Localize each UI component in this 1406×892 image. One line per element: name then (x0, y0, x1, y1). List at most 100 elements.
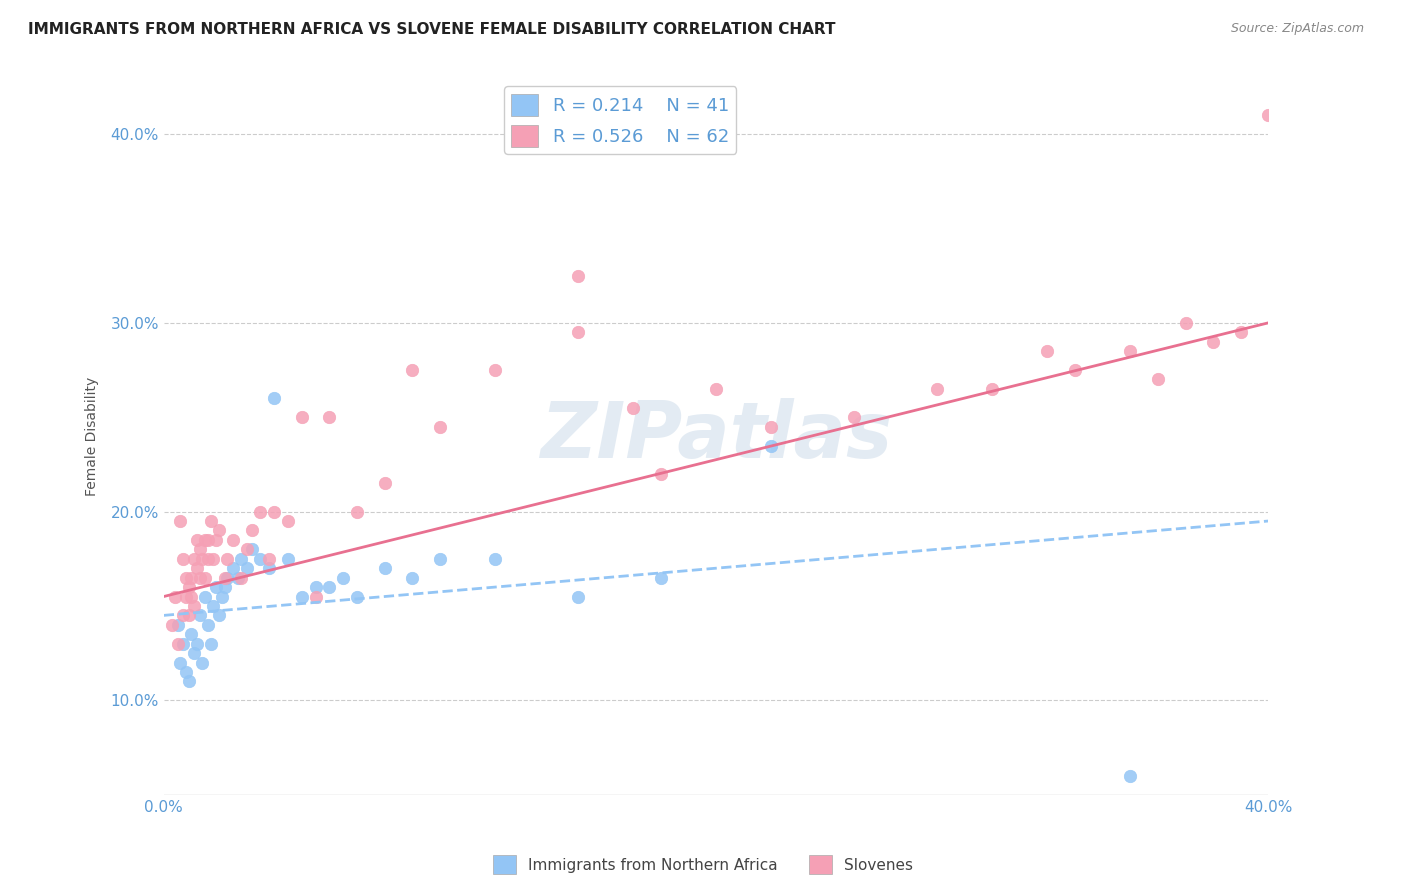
Point (183, 599, 205, 613)
Point (305, 580, 328, 594)
Point (567, 325, 589, 339)
Point (1119, 344, 1142, 359)
Point (217, 571, 239, 585)
Point (169, 514, 191, 528)
Point (202, 551, 225, 566)
Point (174, 590, 197, 604)
Point (197, 533, 219, 547)
Point (374, 561, 396, 575)
Point (174, 665, 197, 679)
Point (235, 561, 257, 575)
Point (229, 571, 252, 585)
Point (172, 637, 194, 651)
Point (194, 590, 217, 604)
Point (172, 608, 194, 623)
Point (761, 438, 783, 452)
Point (263, 392, 285, 406)
Point (332, 571, 354, 585)
Point (1257, 108, 1279, 122)
Point (346, 505, 368, 519)
Point (186, 533, 208, 547)
Point (305, 590, 328, 604)
Point (183, 551, 205, 566)
Point (1202, 334, 1225, 349)
Point (704, 382, 727, 396)
Point (567, 268, 589, 283)
Point (925, 382, 948, 396)
Point (174, 571, 197, 585)
Point (183, 646, 205, 660)
Point (166, 637, 188, 651)
Point (761, 419, 783, 434)
Point (650, 467, 672, 481)
Text: ZIPatlas: ZIPatlas (540, 398, 893, 474)
Point (318, 410, 340, 425)
Point (235, 542, 257, 557)
Point (180, 590, 202, 604)
Point (318, 580, 340, 594)
Point (374, 476, 396, 491)
Point (484, 363, 506, 377)
Point (172, 551, 194, 566)
Text: IMMIGRANTS FROM NORTHERN AFRICA VS SLOVENE FEMALE DISABILITY CORRELATION CHART: IMMIGRANTS FROM NORTHERN AFRICA VS SLOVE… (28, 22, 835, 37)
Point (197, 551, 219, 566)
Point (177, 580, 200, 594)
Point (401, 571, 423, 585)
Point (180, 571, 202, 585)
Point (166, 617, 188, 632)
Point (1119, 769, 1142, 783)
Point (177, 674, 200, 689)
Point (188, 542, 211, 557)
Point (429, 419, 451, 434)
Point (211, 590, 233, 604)
Point (186, 561, 208, 575)
Point (188, 571, 211, 585)
Point (1174, 316, 1197, 330)
Point (1147, 372, 1170, 386)
Point (208, 524, 231, 538)
Point (194, 571, 217, 585)
Point (1036, 344, 1059, 359)
Point (240, 542, 263, 557)
Legend: R = 0.214    N = 41, R = 0.526    N = 62: R = 0.214 N = 41, R = 0.526 N = 62 (505, 87, 737, 154)
Point (205, 533, 228, 547)
Point (186, 637, 208, 651)
Point (188, 608, 211, 623)
Point (291, 590, 314, 604)
Point (257, 561, 280, 575)
Point (981, 382, 1004, 396)
Point (1229, 325, 1251, 339)
Point (180, 627, 202, 641)
Point (217, 551, 239, 566)
Legend: Immigrants from Northern Africa, Slovenes: Immigrants from Northern Africa, Slovene… (486, 849, 920, 880)
Point (229, 551, 252, 566)
Point (200, 514, 222, 528)
Point (291, 410, 314, 425)
Point (177, 608, 200, 623)
Point (567, 590, 589, 604)
Point (621, 401, 644, 415)
Point (228, 571, 250, 585)
Point (208, 608, 231, 623)
Text: Source: ZipAtlas.com: Source: ZipAtlas.com (1230, 22, 1364, 36)
Point (163, 590, 186, 604)
Y-axis label: Female Disability: Female Disability (86, 376, 100, 496)
Point (205, 580, 228, 594)
Point (277, 551, 299, 566)
Point (249, 551, 271, 566)
Point (214, 571, 236, 585)
Point (277, 514, 299, 528)
Point (169, 656, 191, 670)
Point (202, 599, 225, 613)
Point (160, 617, 183, 632)
Point (197, 617, 219, 632)
Point (484, 551, 506, 566)
Point (401, 363, 423, 377)
Point (650, 571, 672, 585)
Point (249, 505, 271, 519)
Point (429, 551, 451, 566)
Point (200, 637, 222, 651)
Point (240, 524, 263, 538)
Point (222, 561, 245, 575)
Point (1064, 363, 1087, 377)
